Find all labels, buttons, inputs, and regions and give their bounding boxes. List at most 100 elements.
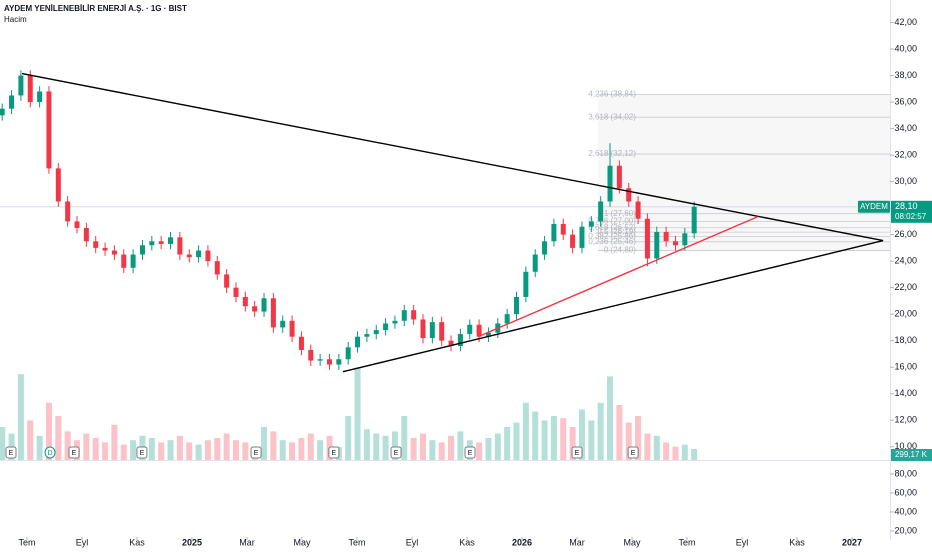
candle-body [644, 218, 650, 259]
y-tick-label: 42,00 [894, 17, 917, 27]
candle-body [139, 245, 145, 255]
volume-tick-label: 60,00 [894, 487, 917, 497]
candle-body [93, 241, 99, 248]
volume-tick-label: 40,00 [894, 506, 917, 516]
event-label: E [468, 450, 473, 457]
x-tick-label: Eyl [406, 537, 419, 547]
volume-bar [298, 438, 305, 460]
volume-bar [504, 427, 511, 460]
x-tick-label: Mar [569, 537, 585, 547]
candle-body [383, 323, 389, 331]
event-marker [464, 446, 476, 459]
fib-label: 3,618 (34,02) [588, 112, 636, 121]
volume-bar [130, 440, 137, 460]
candle-body [663, 231, 669, 242]
x-tick-label: Kas [459, 537, 475, 547]
candle-body [467, 324, 473, 335]
volume-bar [560, 418, 567, 460]
event-marker [250, 446, 262, 459]
volume-tick-label: 20,00 [894, 525, 917, 535]
event-marker [328, 446, 340, 459]
candle-body [579, 226, 585, 248]
candle-body [196, 250, 202, 258]
candle-body [261, 298, 267, 312]
candle-body [83, 228, 89, 242]
event-marker [136, 446, 148, 459]
candle-body [411, 310, 417, 320]
fib-label: 0 (24,80) [604, 246, 636, 255]
y-tick-label: 22,00 [894, 282, 917, 292]
y-tick-label: 16,00 [894, 362, 917, 372]
trendline [21, 72, 884, 242]
volume-bar [148, 438, 155, 460]
volume-bar [0, 427, 6, 460]
volume-bar [92, 438, 99, 460]
volume-bar [410, 438, 417, 460]
symbol-tag-label: AYDEM [860, 202, 888, 211]
candle-body [364, 334, 370, 337]
volume-bar [195, 444, 202, 460]
fib-label: 0,382 (25,86) [588, 232, 636, 241]
volume-bar [204, 440, 211, 460]
volume-bar [83, 433, 90, 460]
candle-body [626, 188, 632, 202]
candle-body [457, 334, 463, 346]
y-tick-label: 40,00 [894, 43, 917, 53]
volume-bar [429, 440, 436, 460]
y-tick-label: 34,00 [894, 123, 917, 133]
fib-label: 4,236 (38,84) [588, 89, 636, 98]
x-tick-label: Mar [239, 537, 255, 547]
volume-bar [588, 420, 595, 460]
volume-tag [891, 449, 932, 461]
volume-bar [36, 435, 43, 460]
candle-body [532, 254, 538, 272]
candle-body [355, 336, 361, 348]
volume-bar [541, 420, 548, 460]
volume-bar [681, 444, 688, 460]
volume-bar [653, 435, 660, 460]
volume-bar [476, 442, 483, 460]
y-tick-label: 26,00 [894, 229, 917, 239]
candle-body [298, 336, 304, 350]
event-label: E [254, 450, 259, 457]
fib-label: 0,5 (26,19) [597, 227, 636, 236]
candle-body [111, 250, 117, 255]
candle-body [55, 168, 61, 202]
candle-body [448, 340, 454, 346]
volume-bar [616, 405, 623, 460]
event-marker [571, 446, 583, 459]
candle-body [242, 296, 248, 307]
y-tick-label: 38,00 [894, 70, 917, 80]
symbol-tag [858, 200, 890, 213]
candle-body [523, 271, 529, 297]
candle-body [542, 241, 548, 255]
candle-body [121, 254, 127, 268]
volume-bar [382, 435, 389, 460]
volume-tick-label: 80,00 [894, 468, 917, 478]
event-label: D [48, 450, 53, 457]
x-tick-label: 2026 [512, 537, 532, 547]
volume-bar [64, 431, 71, 460]
candle-body [158, 241, 164, 244]
candle-body [280, 320, 286, 328]
volume-bar [578, 409, 585, 460]
volume-bar [111, 424, 118, 460]
volume-bar [363, 429, 370, 460]
y-tick-label: 32,00 [894, 149, 917, 159]
candle-body [37, 91, 43, 103]
event-label: E [332, 450, 337, 457]
volume-bar [279, 440, 286, 460]
candle-body [345, 347, 351, 360]
event-label: E [394, 450, 399, 457]
trendline [342, 239, 884, 373]
x-tick-label: May [293, 537, 311, 547]
volume-bar [261, 427, 268, 460]
volume-bar [597, 402, 604, 460]
candle-body [598, 201, 604, 222]
y-tick-label: 20,00 [894, 309, 917, 319]
candle-body [186, 254, 192, 258]
price-tag-label: 28,10 [895, 201, 918, 211]
volume-bar [158, 442, 165, 460]
